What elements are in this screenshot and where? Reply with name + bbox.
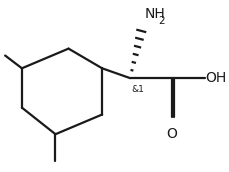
Text: O: O — [166, 127, 177, 141]
Text: 2: 2 — [157, 16, 164, 26]
Text: &1: &1 — [131, 85, 143, 94]
Text: OH: OH — [205, 71, 226, 85]
Text: NH: NH — [144, 7, 165, 21]
